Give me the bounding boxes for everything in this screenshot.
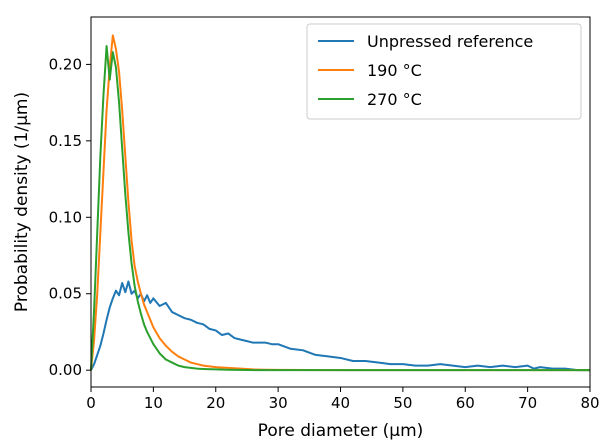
series-layer (90, 34, 590, 372)
y-tick-label: 0.10 (49, 208, 82, 226)
x-tick-label: 70 (518, 394, 537, 412)
x-axis-label: Pore diameter (µm) (258, 421, 424, 441)
y-tick-label: 0.15 (49, 132, 82, 150)
legend: Unpressed reference 190 °C 270 °C (306, 23, 582, 120)
x-tick-label: 10 (144, 394, 163, 412)
x-tick-label: 30 (269, 394, 288, 412)
series-line-1 (90, 280, 590, 372)
x-tick-label: 50 (393, 394, 412, 412)
x-tick-label: 0 (86, 394, 96, 412)
series-line-3 (90, 45, 590, 372)
y-tick-label: 0.00 (49, 361, 82, 379)
x-tick-label: 80 (580, 394, 599, 412)
legend-label-3: 270 °C (367, 90, 422, 109)
y-tick-label: 0.05 (49, 285, 82, 303)
ticks-layer: 0 10 20 30 40 50 60 70 80 0.00 0.05 0.10 0.15 0.20 (49, 55, 599, 412)
legend-label-2: 190 °C (367, 61, 422, 80)
y-tick-label: 0.20 (49, 55, 82, 73)
x-tick-label: 60 (456, 394, 475, 412)
x-tick-label: 20 (206, 394, 225, 412)
x-tick-label: 40 (331, 394, 350, 412)
y-axis-label: Probability density (1/µm) (12, 92, 32, 312)
legend-label-1: Unpressed reference (367, 32, 533, 51)
legend-box (306, 23, 582, 120)
